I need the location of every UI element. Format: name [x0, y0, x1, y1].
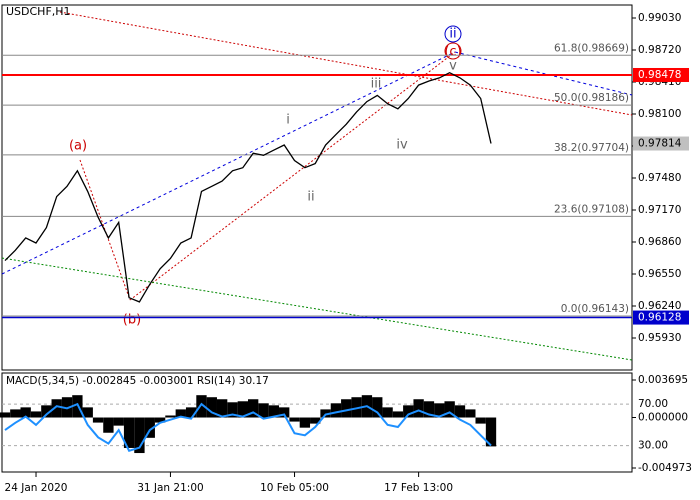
- macd-bar: [268, 405, 280, 418]
- wave-label: i: [286, 113, 290, 128]
- macd-bar: [310, 417, 321, 424]
- wave-label: iv: [396, 138, 408, 153]
- wave-circle: [444, 25, 462, 43]
- wave-label: (c): [444, 45, 461, 60]
- macd-bar: [248, 399, 259, 418]
- trend-line: [129, 51, 456, 301]
- fib-label: 38.2(0.97704): [554, 142, 629, 154]
- chart-title: USDCHF,H1: [6, 5, 71, 18]
- macd-bar: [72, 395, 83, 418]
- macd-bar: [372, 397, 383, 418]
- price-label: 0.96128: [638, 312, 681, 324]
- price-line-series: [4, 71, 492, 303]
- y-tick-label: 0.003695: [638, 374, 688, 386]
- y-tick-label: -0.004973: [638, 462, 692, 474]
- macd-bar: [196, 395, 207, 418]
- macd-bar: [10, 409, 21, 418]
- y-tick-label: 0.000000: [638, 412, 688, 424]
- macd-bar: [103, 417, 114, 433]
- wave-label: (a): [69, 139, 87, 154]
- macd-bar: [30, 411, 42, 418]
- fib-label: 23.6(0.97108): [554, 203, 629, 215]
- fib-label: 61.8(0.98669): [554, 42, 629, 54]
- macd-bar: [0, 412, 11, 418]
- macd-bar: [392, 411, 404, 418]
- macd-bar: [216, 399, 228, 418]
- macd-bar: [113, 417, 124, 426]
- x-tick-label: 31 Jan 21:00: [137, 482, 203, 494]
- macd-bar: [330, 403, 342, 418]
- wave-label: ii: [449, 27, 456, 42]
- y-tick-label: 0.99030: [638, 12, 681, 24]
- macd-bar: [299, 417, 311, 428]
- macd-bar: [475, 417, 486, 424]
- macd-bar: [434, 403, 445, 418]
- x-tick-label: 24 Jan 2020: [5, 482, 68, 494]
- y2-tick-label: 70.00: [638, 398, 668, 410]
- macd-bar: [403, 405, 414, 418]
- macd-bar: [165, 415, 176, 418]
- price-box: [633, 136, 689, 151]
- macd-bar: [320, 409, 331, 418]
- macd-bar: [465, 409, 476, 418]
- price-label: 0.97814: [638, 138, 682, 150]
- macd-bar: [51, 399, 62, 418]
- price-box: [633, 67, 689, 82]
- y-tick-label: 0.95930: [638, 332, 681, 344]
- macd-bar: [485, 417, 497, 447]
- macd-bar: [175, 409, 186, 418]
- trend-line: [59, 11, 633, 116]
- macd-bar: [279, 407, 290, 418]
- macd-bar: [258, 403, 269, 418]
- x-tick-label: 10 Feb 05:00: [260, 482, 329, 494]
- macd-bar: [92, 417, 104, 423]
- fib-label: 0.0(0.96143): [561, 303, 629, 315]
- wave-label: v: [449, 59, 457, 74]
- trend-line: [1, 51, 456, 275]
- macd-bar: [206, 397, 217, 418]
- y2-tick-label: 30.00: [638, 440, 668, 452]
- y-tick-label: 0.96550: [638, 268, 681, 280]
- y-tick-label: 0.98100: [638, 108, 681, 120]
- macd-bar: [41, 405, 52, 418]
- trend-line: [454, 51, 633, 96]
- price-panel: [1, 4, 633, 371]
- macd-bar: [144, 417, 155, 438]
- rsi-line: [4, 402, 492, 452]
- macd-bar: [82, 407, 93, 418]
- fib-label: 50.0(0.98186): [554, 92, 629, 104]
- wave-circle: [444, 42, 462, 60]
- macd-bar: [423, 401, 435, 418]
- macd-bar: [185, 407, 197, 418]
- macd-bar: [227, 402, 238, 418]
- macd-bar: [454, 405, 466, 418]
- wave-label: (b): [123, 313, 141, 328]
- y-tick-label: 0.96240: [638, 300, 681, 312]
- price-label: 0.98478: [638, 69, 681, 81]
- x-tick-label: 17 Feb 13:00: [384, 482, 453, 494]
- trend-line: [79, 159, 131, 301]
- wave-label: iii: [371, 77, 382, 92]
- price-box: [633, 310, 689, 325]
- macd-bar: [154, 417, 166, 423]
- y-tick-label: 0.97480: [638, 172, 681, 184]
- macd-bar: [444, 401, 455, 418]
- macd-bar: [123, 417, 135, 448]
- macd-bar: [341, 399, 352, 418]
- wave-label: ii: [307, 190, 314, 205]
- macd-bar: [20, 407, 31, 418]
- indicator-title: MACD(5,34,5) -0.002845 -0.003001 RSI(14)…: [6, 375, 269, 387]
- macd-bar: [413, 399, 424, 418]
- y-tick-label: 0.97170: [638, 204, 681, 216]
- macd-bar: [382, 407, 393, 418]
- macd-bar: [134, 417, 145, 454]
- macd-bar: [289, 417, 300, 422]
- macd-bar: [237, 401, 248, 418]
- y-tick-label: 0.98720: [638, 44, 681, 56]
- y-tick-label: 0.96860: [638, 236, 681, 248]
